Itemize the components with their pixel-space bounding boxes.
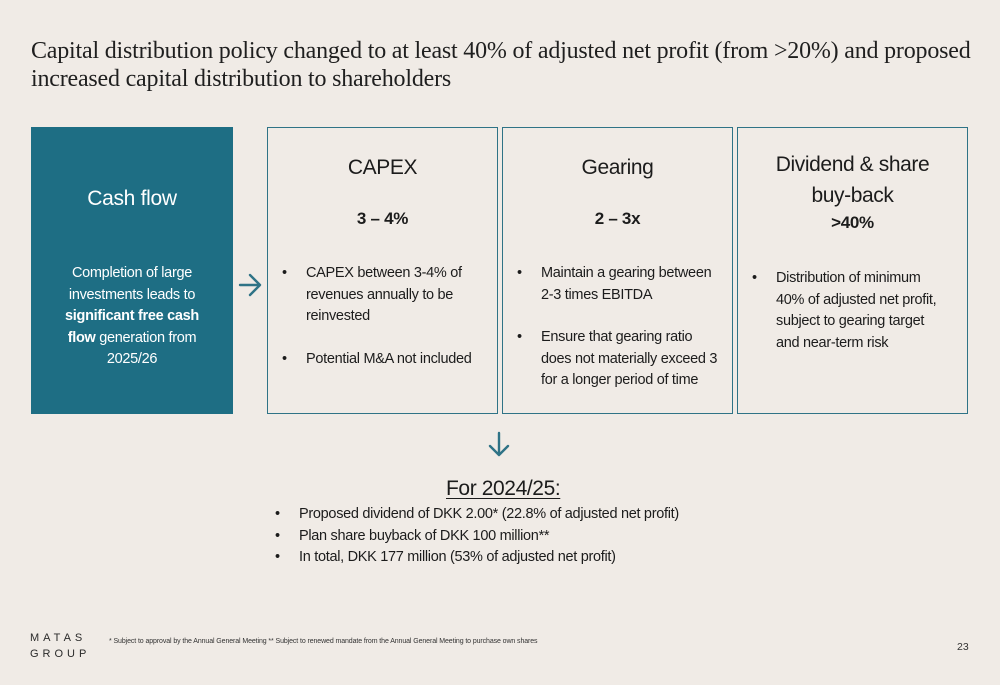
cash-flow-text: Completion of large investments leads to… — [53, 263, 211, 371]
list-item: Plan share buyback of DKK 100 million** — [275, 526, 679, 548]
capex-value: 3 – 4% — [356, 209, 409, 228]
logo-line-1: MATAS — [30, 632, 87, 644]
gearing-bullets: Maintain a gearing between 2-3 times EBI… — [517, 263, 722, 392]
gearing-card: Gearing 2 – 3x Maintain a gearing betwee… — [502, 127, 733, 414]
list-item: Ensure that gearing ratio does not mater… — [517, 327, 722, 392]
dividend-card: Dividend & share buy-back >40% Distribut… — [737, 127, 968, 414]
list-item: Distribution of minimum 40% of adjusted … — [752, 268, 951, 354]
capex-card: CAPEX 3 – 4% CAPEX between 3-4% of reven… — [267, 127, 498, 414]
outlook-bullets: Proposed dividend of DKK 2.00* (22.8% of… — [275, 504, 679, 569]
dividend-value: >40% — [831, 213, 874, 232]
gearing-value: 2 – 3x — [594, 209, 641, 228]
gearing-title: Gearing — [581, 156, 654, 179]
capex-title: CAPEX — [347, 156, 418, 179]
footnote: * Subject to approval by the Annual Gene… — [109, 638, 538, 645]
cash-flow-box: Cash flow Completion of large investment… — [31, 127, 233, 414]
list-item: Maintain a gearing between 2-3 times EBI… — [517, 263, 722, 306]
list-item: Proposed dividend of DKK 2.00* (22.8% of… — [275, 504, 679, 526]
list-item: Potential M&A not included — [282, 349, 487, 371]
cash-flow-text-pre: Completion of large investments leads to — [68, 265, 196, 303]
outlook-title: For 2024/25: — [446, 477, 561, 500]
cash-flow-heading: Cash flow — [87, 187, 177, 210]
capex-bullets: CAPEX between 3-4% of revenues annually … — [282, 263, 487, 370]
cash-flow-text-bold: significant free cash flow — [65, 308, 199, 346]
arrow-down-icon — [488, 431, 510, 457]
page-number: 23 — [957, 641, 969, 653]
list-item: CAPEX between 3-4% of revenues annually … — [282, 263, 487, 328]
dividend-title: Dividend & share buy-back — [775, 153, 930, 207]
slide-title: Capital distribution policy changed to a… — [31, 38, 971, 92]
matas-group-logo: MATAS GROUP — [30, 630, 90, 662]
logo-line-2: GROUP — [30, 648, 91, 660]
dividend-bullets: Distribution of minimum 40% of adjusted … — [752, 268, 951, 354]
arrow-right-icon — [238, 273, 262, 297]
cash-flow-text-post: generation from 2025/26 — [95, 329, 197, 368]
list-item: In total, DKK 177 million (53% of adjust… — [275, 547, 679, 569]
